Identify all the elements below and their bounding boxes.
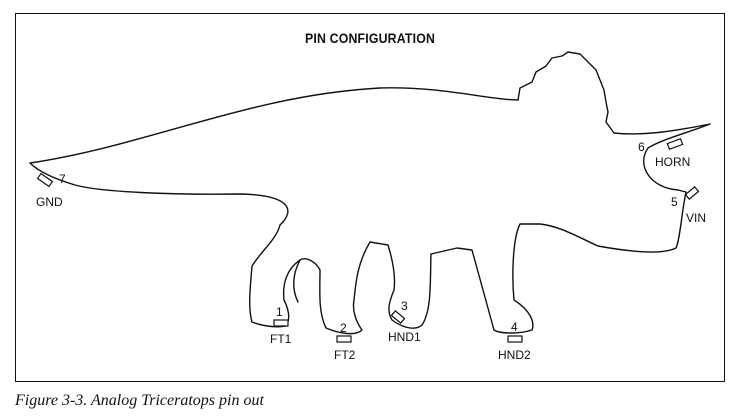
pin-pad-6 — [666, 138, 684, 150]
pin-pad-5 — [684, 185, 700, 201]
pin-number-4: 4 — [511, 320, 518, 334]
pin-label-hnd2: HND2 — [498, 348, 531, 362]
diagram-title: PIN CONFIGURATION — [304, 30, 436, 46]
pin-label-gnd: GND — [36, 195, 63, 209]
pin-pad-7 — [36, 172, 54, 188]
leg-detail-line — [293, 259, 301, 303]
pin-number-7: 7 — [59, 172, 66, 186]
figure-frame: PIN CONFIGURATION — [15, 13, 725, 382]
pin-label-ft2: FT2 — [334, 348, 356, 362]
pin-label-ft1: FT1 — [270, 332, 292, 346]
pin-number-5: 5 — [671, 195, 678, 209]
pin-number-3: 3 — [401, 299, 408, 313]
pin-number-6: 6 — [638, 140, 645, 154]
pin-label-vin: VIN — [686, 211, 706, 225]
pin-label-horn: HORN — [655, 155, 690, 169]
pin-number-2: 2 — [340, 321, 347, 335]
pin-pad-4 — [507, 335, 523, 343]
pin-pad-2 — [336, 335, 352, 343]
triceratops-body-outline — [29, 51, 711, 335]
pin-number-1: 1 — [276, 305, 283, 319]
figure-caption: Figure 3-3. Analog Triceratops pin out — [15, 392, 264, 409]
pin-label-hnd1: HND1 — [388, 330, 421, 344]
pin-pad-3 — [390, 309, 406, 325]
pin-pad-1 — [273, 319, 289, 327]
